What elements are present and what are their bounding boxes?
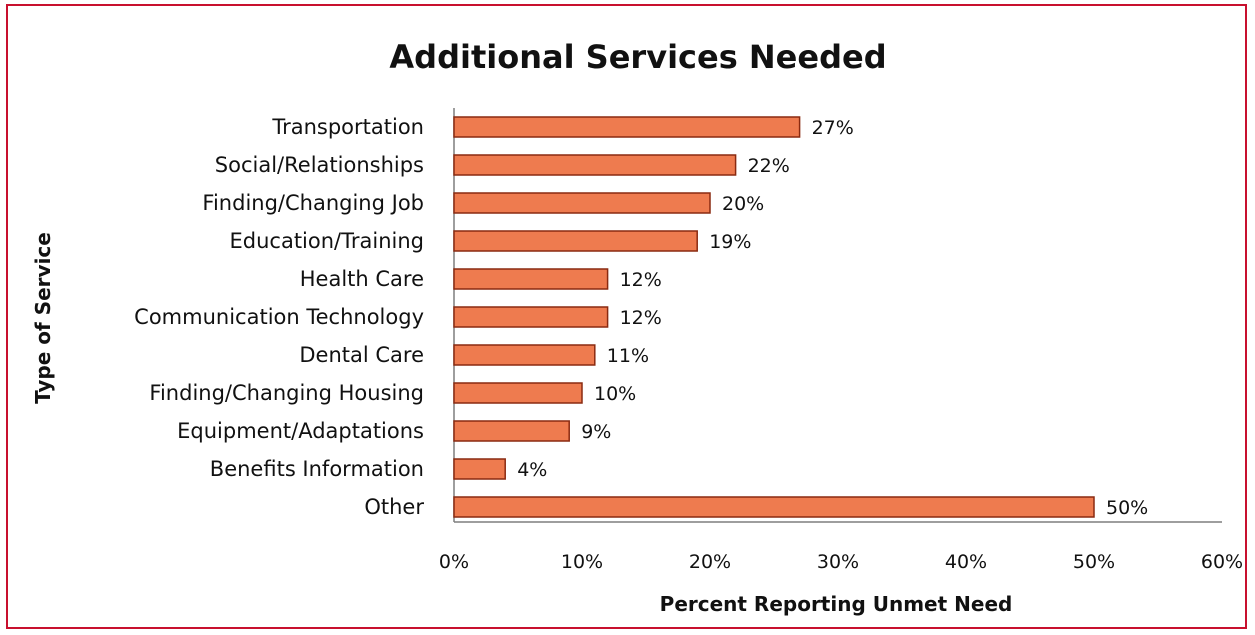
data-label: 50% xyxy=(1106,497,1148,519)
data-label: 4% xyxy=(517,459,547,481)
data-label: 12% xyxy=(620,269,662,291)
category-label: Finding/Changing Job xyxy=(202,191,424,215)
bar xyxy=(453,382,583,404)
category-label: Dental Care xyxy=(299,343,424,367)
bar xyxy=(453,154,737,176)
category-label: Other xyxy=(364,495,424,519)
bar xyxy=(453,230,698,252)
data-label: 9% xyxy=(581,421,611,443)
x-tick-label: 50% xyxy=(1073,551,1115,573)
bar xyxy=(453,116,801,138)
category-label: Education/Training xyxy=(230,229,425,253)
data-label: 27% xyxy=(812,117,854,139)
bar xyxy=(453,344,596,366)
category-label: Social/Relationships xyxy=(215,153,424,177)
x-tick-label: 40% xyxy=(945,551,987,573)
x-tick-label: 20% xyxy=(689,551,731,573)
bar xyxy=(453,306,609,328)
category-label: Health Care xyxy=(300,267,424,291)
category-label: Communication Technology xyxy=(134,305,424,329)
category-label: Benefits Information xyxy=(210,457,424,481)
bar xyxy=(453,458,506,480)
x-tick-label: 30% xyxy=(817,551,859,573)
x-tick-label: 60% xyxy=(1201,551,1243,573)
bar xyxy=(453,420,570,442)
chart-title: Additional Services Needed xyxy=(389,38,886,76)
x-tick-label: 0% xyxy=(439,551,469,573)
x-tick-label: 10% xyxy=(561,551,603,573)
category-label: Equipment/Adaptations xyxy=(177,419,424,443)
bar xyxy=(453,192,711,214)
data-label: 11% xyxy=(607,345,649,367)
x-axis-label: Percent Reporting Unmet Need xyxy=(660,592,1013,616)
data-label: 20% xyxy=(722,193,764,215)
y-axis-label: Type of Service xyxy=(31,232,55,404)
bar xyxy=(453,268,609,290)
data-label: 22% xyxy=(748,155,790,177)
data-label: 12% xyxy=(620,307,662,329)
chart-frame xyxy=(6,4,1247,629)
category-label: Finding/Changing Housing xyxy=(149,381,424,405)
data-label: 10% xyxy=(594,383,636,405)
category-label: Transportation xyxy=(271,115,424,139)
bar xyxy=(453,496,1095,518)
data-label: 19% xyxy=(709,231,751,253)
